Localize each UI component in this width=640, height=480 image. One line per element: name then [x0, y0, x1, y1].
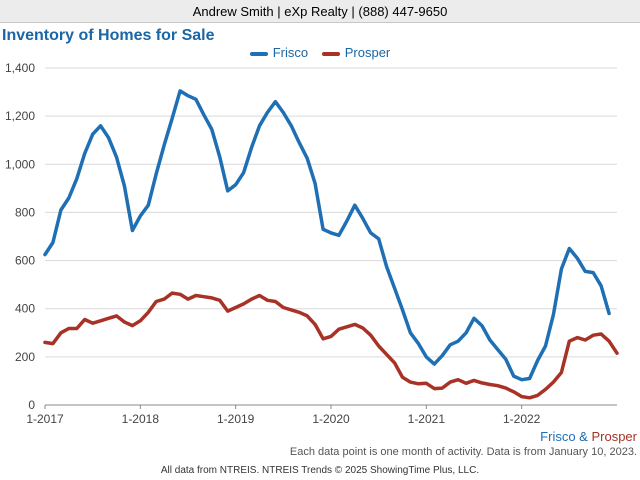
- x-tick-label: 1-2021: [408, 412, 446, 425]
- legend-label-frisco: Frisco: [272, 45, 309, 61]
- legend-label-prosper: Prosper: [344, 45, 391, 61]
- y-tick-label: 200: [15, 350, 35, 364]
- legend-swatch-prosper: [321, 51, 340, 56]
- series-line-prosper: [43, 291, 619, 400]
- y-tick-label: 1,000: [5, 157, 35, 171]
- y-tick-label: 1,400: [5, 61, 35, 75]
- legend-item-frisco: Frisco: [249, 45, 309, 61]
- series-caption: Frisco & Prosper: [540, 429, 637, 444]
- x-tick-label: 1-2019: [217, 412, 255, 425]
- chart-legend: Frisco Prosper: [0, 44, 640, 60]
- caption-frisco: Frisco: [540, 429, 576, 444]
- legend-swatch-frisco: [249, 51, 268, 56]
- x-tick-label: 1-2022: [503, 412, 541, 425]
- y-tick-label: 400: [15, 302, 35, 316]
- x-tick-label: 1-2020: [312, 412, 350, 425]
- caption-prosper: Prosper: [591, 429, 637, 444]
- source-note: All data from NTREIS. NTREIS Trends © 20…: [160, 465, 480, 476]
- legend-item-prosper: Prosper: [321, 45, 391, 61]
- y-tick-label: 1,200: [5, 109, 35, 123]
- caption-ampersand: &: [575, 429, 592, 444]
- y-tick-label: 0: [28, 398, 35, 412]
- y-tick-label: 600: [15, 254, 35, 268]
- chart-title: Inventory of Homes for Sale: [2, 27, 215, 44]
- data-note: Each data point is one month of activity…: [289, 446, 637, 458]
- inventory-line-chart: 0 200 400 600 800 1,000 1,200 1,400 1-2017 1-2018…: [5, 61, 619, 425]
- x-tick-label: 1-2018: [122, 412, 160, 425]
- x-tick-label: 1-2017: [26, 412, 64, 425]
- series-line-frisco: [43, 89, 611, 382]
- header-bar: Andrew Smith | eXp Realty | (888) 447-96…: [0, 0, 640, 23]
- y-tick-label: 800: [15, 205, 35, 219]
- agent-contact-line: Andrew Smith | eXp Realty | (888) 447-96…: [192, 4, 448, 19]
